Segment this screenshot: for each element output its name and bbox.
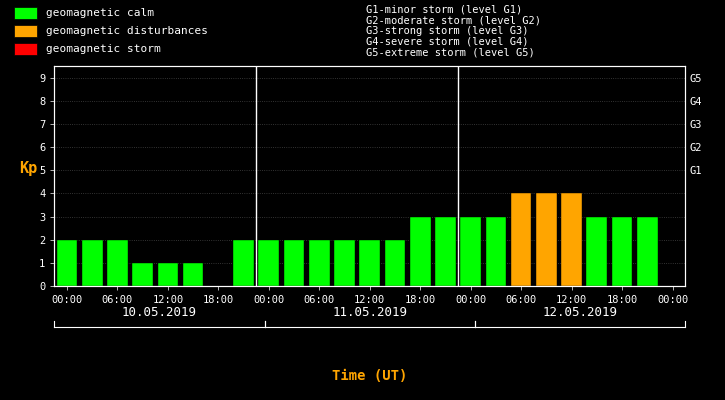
Bar — [14, 42, 37, 56]
Bar — [460, 216, 481, 286]
Bar — [637, 216, 658, 286]
Bar — [334, 240, 355, 286]
Text: geomagnetic storm: geomagnetic storm — [46, 44, 160, 54]
Text: 12.05.2019: 12.05.2019 — [542, 306, 618, 319]
Bar — [309, 240, 330, 286]
Bar — [14, 6, 37, 20]
Bar — [133, 263, 153, 286]
Text: G2-moderate storm (level G2): G2-moderate storm (level G2) — [366, 15, 541, 25]
Text: geomagnetic disturbances: geomagnetic disturbances — [46, 26, 207, 36]
Y-axis label: Kp: Kp — [19, 161, 37, 176]
Text: G5-extreme storm (level G5): G5-extreme storm (level G5) — [366, 48, 535, 58]
Bar — [57, 240, 78, 286]
Bar — [385, 240, 405, 286]
Text: 11.05.2019: 11.05.2019 — [332, 306, 407, 319]
Text: G3-strong storm (level G3): G3-strong storm (level G3) — [366, 26, 529, 36]
Text: Time (UT): Time (UT) — [332, 369, 407, 383]
Bar — [233, 240, 254, 286]
Bar — [435, 216, 456, 286]
Text: G1-minor storm (level G1): G1-minor storm (level G1) — [366, 4, 523, 14]
Bar — [511, 193, 531, 286]
Text: G4-severe storm (level G4): G4-severe storm (level G4) — [366, 37, 529, 47]
Bar — [536, 193, 557, 286]
Text: 10.05.2019: 10.05.2019 — [122, 306, 197, 319]
Bar — [183, 263, 204, 286]
Bar — [561, 193, 582, 286]
Bar — [283, 240, 304, 286]
Bar — [157, 263, 178, 286]
Bar — [14, 24, 37, 38]
Bar — [107, 240, 128, 286]
Bar — [82, 240, 102, 286]
Bar — [360, 240, 380, 286]
Bar — [259, 240, 279, 286]
Bar — [587, 216, 607, 286]
Text: geomagnetic calm: geomagnetic calm — [46, 8, 154, 18]
Bar — [612, 216, 632, 286]
Bar — [410, 216, 431, 286]
Bar — [486, 216, 506, 286]
